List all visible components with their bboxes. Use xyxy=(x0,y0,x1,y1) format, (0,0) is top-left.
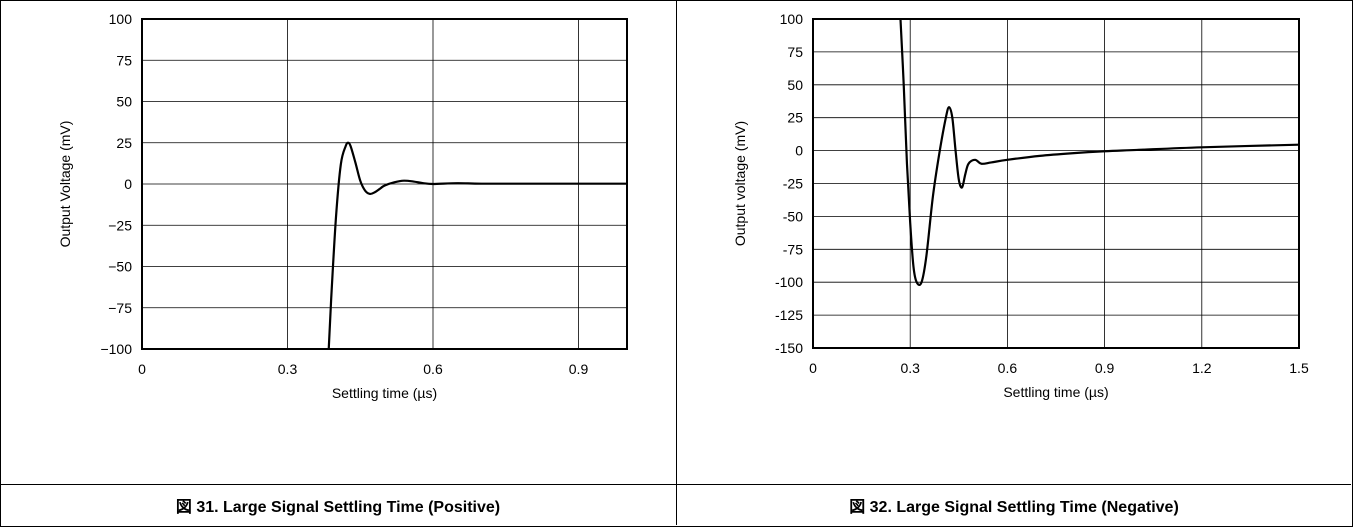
x-tick-label: 0.6 xyxy=(998,360,1018,376)
y-tick-label: 0 xyxy=(124,176,132,192)
y-axis-title: Output Voltage (mV) xyxy=(57,121,73,248)
chart-panel-positive: 100 75 50 25 0 −25 −50 −75 −100 0 0.3 0.6 0.9 Settlin… xyxy=(0,0,676,525)
y-tick-label: -25 xyxy=(783,176,803,192)
x-tick-label: 0.9 xyxy=(1095,360,1115,376)
caption-rule xyxy=(677,484,1351,485)
settling-curve-line xyxy=(327,141,627,349)
x-tick-label: 1.2 xyxy=(1192,360,1212,376)
y-tick-label: -150 xyxy=(775,340,803,356)
x-axis-title: Settling time (µs) xyxy=(332,385,437,401)
y-tick-label: −25 xyxy=(108,217,132,233)
y-tick-label: −50 xyxy=(108,259,132,275)
settling-curve-line xyxy=(899,19,1299,286)
figure-caption: 図 32. Large Signal Settling Time (Negati… xyxy=(849,499,1179,516)
x-tick-label: 1.5 xyxy=(1289,360,1309,376)
y-axis-title: Output voltage (mV) xyxy=(732,121,748,246)
y-tick-label: 100 xyxy=(780,11,804,27)
x-axis-title: Settling time (µs) xyxy=(1003,384,1108,400)
x-tick-label: 0.9 xyxy=(569,361,589,377)
chart-panel-negative: 100 75 50 25 0 -25 -50 -75 -100 -125 -150 0 0.3 0.6 0.… xyxy=(677,0,1351,525)
y-tick-label: 75 xyxy=(116,52,132,68)
x-tick-label: 0 xyxy=(138,361,146,377)
caption-rule xyxy=(0,484,676,485)
y-tick-label: 25 xyxy=(787,110,803,126)
y-tick-label: −100 xyxy=(100,341,132,357)
y-tick-label: 50 xyxy=(116,94,132,110)
y-tick-label: 75 xyxy=(787,44,803,60)
panel-divider xyxy=(676,0,677,525)
figure-caption: 図 31. Large Signal Settling Time (Positi… xyxy=(175,499,501,516)
y-tick-label: -125 xyxy=(775,307,803,323)
y-tick-label: 25 xyxy=(116,135,132,151)
y-tick-label: -75 xyxy=(783,241,803,257)
y-tick-label: 50 xyxy=(787,77,803,93)
y-tick-label: 0 xyxy=(795,143,803,159)
x-tick-label: 0.3 xyxy=(900,360,920,376)
x-tick-label: 0.3 xyxy=(278,361,298,377)
settling-chart-positive: 100 75 50 25 0 −25 −50 −75 −100 0 0.3 0.6 0.9 Settlin… xyxy=(57,11,628,401)
settling-chart-negative: 100 75 50 25 0 -25 -50 -75 -100 -125 -150 0 0.3 0.6 0.… xyxy=(732,11,1309,400)
y-tick-label: −75 xyxy=(108,300,132,316)
plot-area-frame xyxy=(812,18,1300,349)
x-tick-label: 0 xyxy=(809,360,817,376)
y-tick-label: -50 xyxy=(783,208,803,224)
y-tick-label: 100 xyxy=(109,11,133,27)
y-tick-label: -100 xyxy=(775,274,803,290)
x-tick-label: 0.6 xyxy=(423,361,443,377)
